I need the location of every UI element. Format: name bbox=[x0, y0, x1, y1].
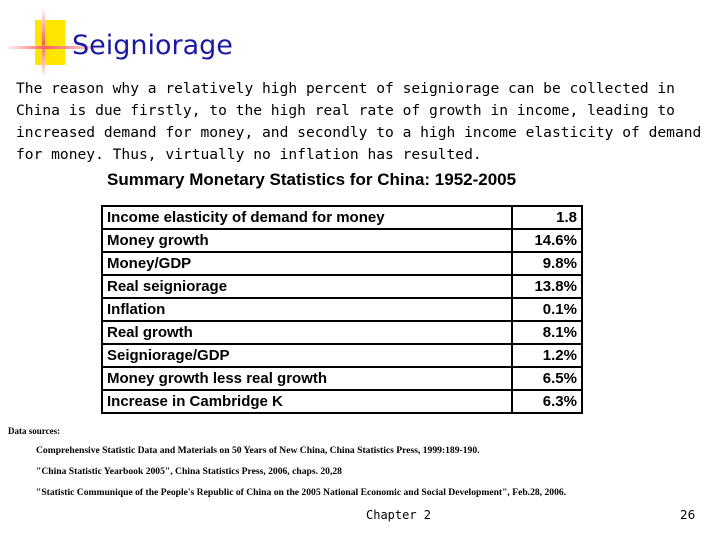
row-value: 0.1% bbox=[511, 297, 583, 322]
data-sources-label: Data sources: bbox=[8, 426, 61, 436]
row-label: Money/GDP bbox=[101, 251, 513, 276]
table-row: Real seigniorage 13.8% bbox=[101, 274, 583, 299]
row-label: Money growth less real growth bbox=[101, 366, 513, 391]
decorative-horizontal-line bbox=[8, 46, 103, 49]
row-value: 1.2% bbox=[511, 343, 583, 368]
row-value: 8.1% bbox=[511, 320, 583, 345]
row-value: 13.8% bbox=[511, 274, 583, 299]
source-item: "China Statistic Yearbook 2005", China S… bbox=[36, 466, 342, 477]
table-row: Money/GDP 9.8% bbox=[101, 251, 583, 276]
row-value: 9.8% bbox=[511, 251, 583, 276]
footer-chapter: Chapter 2 bbox=[366, 508, 432, 522]
row-label: Seigniorage/GDP bbox=[101, 343, 513, 368]
row-label: Inflation bbox=[101, 297, 513, 322]
table-row: Increase in Cambridge K 6.3% bbox=[101, 389, 583, 414]
source-item: Comprehensive Statistic Data and Materia… bbox=[36, 445, 480, 456]
row-label: Money growth bbox=[101, 228, 513, 253]
row-label: Increase in Cambridge K bbox=[101, 389, 513, 414]
table-row: Money growth less real growth 6.5% bbox=[101, 366, 583, 391]
row-value: 6.3% bbox=[511, 389, 583, 414]
table-row: Money growth 14.6% bbox=[101, 228, 583, 253]
row-label: Real growth bbox=[101, 320, 513, 345]
footer-page-number: 26 bbox=[680, 508, 696, 522]
slide-title: Seigniorage bbox=[72, 30, 233, 61]
row-value: 6.5% bbox=[511, 366, 583, 391]
row-value: 1.8 bbox=[511, 205, 583, 230]
table-row: Seigniorage/GDP 1.2% bbox=[101, 343, 583, 368]
table-row: Real growth 8.1% bbox=[101, 320, 583, 345]
row-value: 14.6% bbox=[511, 228, 583, 253]
row-label: Real seigniorage bbox=[101, 274, 513, 299]
decorative-yellow-block bbox=[35, 20, 65, 65]
row-label: Income elasticity of demand for money bbox=[101, 205, 513, 230]
body-paragraph: The reason why a relatively high percent… bbox=[16, 80, 702, 163]
table-row: Income elasticity of demand for money 1.… bbox=[101, 205, 583, 230]
source-item: "Statistic Communique of the People's Re… bbox=[36, 487, 567, 498]
table-title: Summary Monetary Statistics for China: 1… bbox=[107, 170, 517, 189]
table-row: Inflation 0.1% bbox=[101, 297, 583, 322]
decorative-vertical-line bbox=[42, 10, 45, 75]
statistics-table: Income elasticity of demand for money 1.… bbox=[101, 205, 583, 414]
